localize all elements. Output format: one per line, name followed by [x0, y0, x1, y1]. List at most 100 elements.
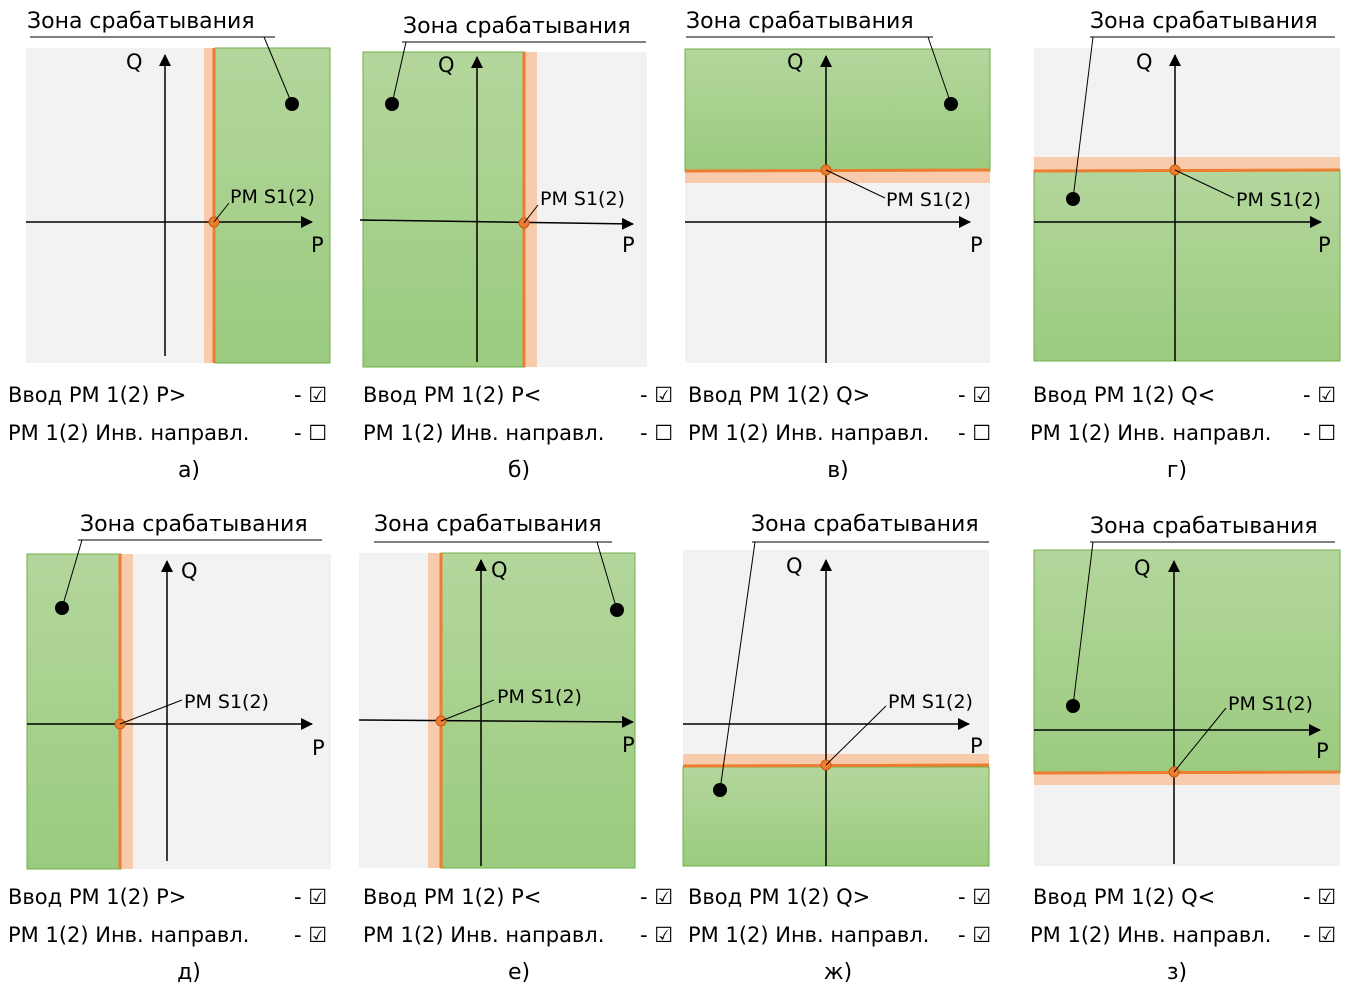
inverse-label: PM 1(2) Инв. направл.	[8, 421, 250, 445]
zone-label: Зона срабатывания	[751, 512, 979, 537]
check-icon: ☐	[972, 421, 992, 445]
check-icon: ☐	[1317, 421, 1337, 445]
check-icon: ☑	[1317, 885, 1337, 909]
zone-label: Зона срабатывания	[27, 9, 255, 34]
caption-b-dash2: - ☐	[640, 421, 674, 445]
zone-leader	[1072, 541, 1094, 707]
p-axis	[358, 715, 634, 728]
boundary-line	[684, 168, 991, 173]
check-icon: ☐	[308, 421, 328, 445]
caption-d-dash2: - ☑	[294, 923, 328, 947]
zone-label: Зона срабатывания	[374, 512, 602, 537]
check-icon: ☑	[972, 923, 992, 947]
inverse-label: PM 1(2) Инв. направл.	[688, 923, 930, 947]
input-label: Ввод PM 1(2) Q>	[688, 383, 871, 407]
input-label: Ввод PM 1(2) P<	[363, 885, 542, 909]
caption-z-line1: Ввод PM 1(2) Q<	[1033, 885, 1215, 909]
caption-e-line1: Ввод PM 1(2) P<	[363, 885, 541, 909]
caption-a-dash1: - ☑	[294, 383, 328, 407]
inverse-label: PM 1(2) Инв. направл.	[363, 923, 605, 947]
caption-z-dash2: - ☑	[1303, 923, 1337, 947]
point-leader	[119, 699, 183, 725]
point-leader	[440, 699, 495, 722]
point-label: PM S1(2)	[497, 686, 582, 708]
point-label: PM S1(2)	[886, 189, 971, 211]
zone-label: Зона срабатывания	[686, 9, 914, 34]
input-label: Ввод PM 1(2) P>	[8, 383, 187, 407]
check-icon: ☑	[654, 885, 674, 909]
caption-e-dash2: - ☑	[640, 923, 674, 947]
check-icon: ☑	[972, 885, 992, 909]
input-label: Ввод PM 1(2) Q<	[1033, 885, 1216, 909]
caption-zh-line1: Ввод PM 1(2) Q>	[688, 885, 870, 909]
hysteresis-band	[120, 554, 133, 869]
input-label: Ввод PM 1(2) P>	[8, 885, 187, 909]
caption-d-line2: PM 1(2) Инв. направл.	[8, 923, 249, 947]
caption-d-dash1: - ☑	[294, 885, 328, 909]
zone-leader	[263, 36, 293, 105]
check-icon: ☑	[308, 885, 328, 909]
q-axis-label: Q	[786, 554, 803, 578]
panel-letter: ж)	[823, 960, 853, 985]
panel-d: Зона срабатывания PM S1(2) P Q	[26, 512, 331, 870]
boundary-line	[1033, 168, 1341, 173]
point-label: PM S1(2)	[888, 691, 973, 713]
caption-z-line2: PM 1(2) Инв. направл.	[1030, 923, 1271, 947]
q-axis-label: Q	[1136, 50, 1153, 74]
point-label: PM S1(2)	[540, 188, 625, 210]
panel-b: Зона срабатывания PM S1(2) P Q	[359, 14, 647, 368]
hysteresis-band	[685, 170, 990, 183]
trip-zone	[684, 48, 991, 172]
panel-letter: д)	[177, 960, 201, 985]
trip-zone	[440, 552, 636, 869]
inverse-label: PM 1(2) Инв. направл.	[363, 421, 605, 445]
panel-a: Зона срабатывания PM S1(2) P Q	[26, 9, 331, 364]
check-icon: ☐	[654, 421, 674, 445]
caption-g-line1: Ввод PM 1(2) Q<	[1033, 383, 1215, 407]
caption-g-dash1: - ☑	[1303, 383, 1337, 407]
input-label: Ввод PM 1(2) Q>	[688, 885, 871, 909]
panel-letter: а)	[177, 458, 201, 483]
zone-label: Зона срабатывания	[1090, 9, 1318, 34]
caption-b-line1: Ввод PM 1(2) P<	[363, 383, 541, 407]
point-label: PM S1(2)	[184, 691, 269, 713]
hysteresis-band	[1034, 772, 1340, 785]
p-axis-label: P	[311, 233, 324, 257]
point-leader	[825, 169, 886, 199]
input-label: Ввод PM 1(2) P<	[363, 383, 542, 407]
p-axis-label: P	[622, 233, 635, 257]
panel-letter: з)	[1166, 960, 1188, 985]
panel-letter: б)	[507, 458, 531, 483]
caption-d-line1: Ввод PM 1(2) P>	[8, 885, 186, 909]
zone-leader	[927, 36, 952, 105]
zone-leader	[596, 541, 618, 611]
caption-b-dash1: - ☑	[640, 383, 674, 407]
panel-v: Зона срабатывания PM S1(2) P Q	[684, 9, 991, 363]
inverse-label: PM 1(2) Инв. направл.	[688, 421, 930, 445]
caption-a-line2: PM 1(2) Инв. направл.	[8, 421, 249, 445]
zone-leader	[1072, 36, 1094, 200]
caption-z-dash1: - ☑	[1303, 885, 1337, 909]
boundary-line	[682, 763, 990, 768]
inverse-label: PM 1(2) Инв. направл.	[8, 923, 250, 947]
p-axis-label: P	[1318, 233, 1331, 257]
trip-zone	[1033, 549, 1341, 774]
trip-zone	[1033, 169, 1341, 362]
p-axis-label: P	[622, 733, 635, 757]
check-icon: ☑	[308, 383, 328, 407]
check-icon: ☑	[1317, 923, 1337, 947]
q-axis-label: Q	[181, 559, 198, 583]
caption-v-line1: Ввод PM 1(2) Q>	[688, 383, 870, 407]
panel-letter: г)	[1166, 458, 1188, 483]
p-axis-label: P	[970, 734, 983, 758]
panel-letter: в)	[827, 458, 849, 483]
trip-zone	[26, 553, 122, 870]
point-leader	[523, 204, 539, 224]
q-axis-label: Q	[1134, 556, 1151, 580]
zone-leader	[391, 41, 407, 105]
p-axis-label: P	[1316, 739, 1329, 763]
boundary-line	[1033, 770, 1341, 775]
point-leader	[1173, 707, 1227, 773]
